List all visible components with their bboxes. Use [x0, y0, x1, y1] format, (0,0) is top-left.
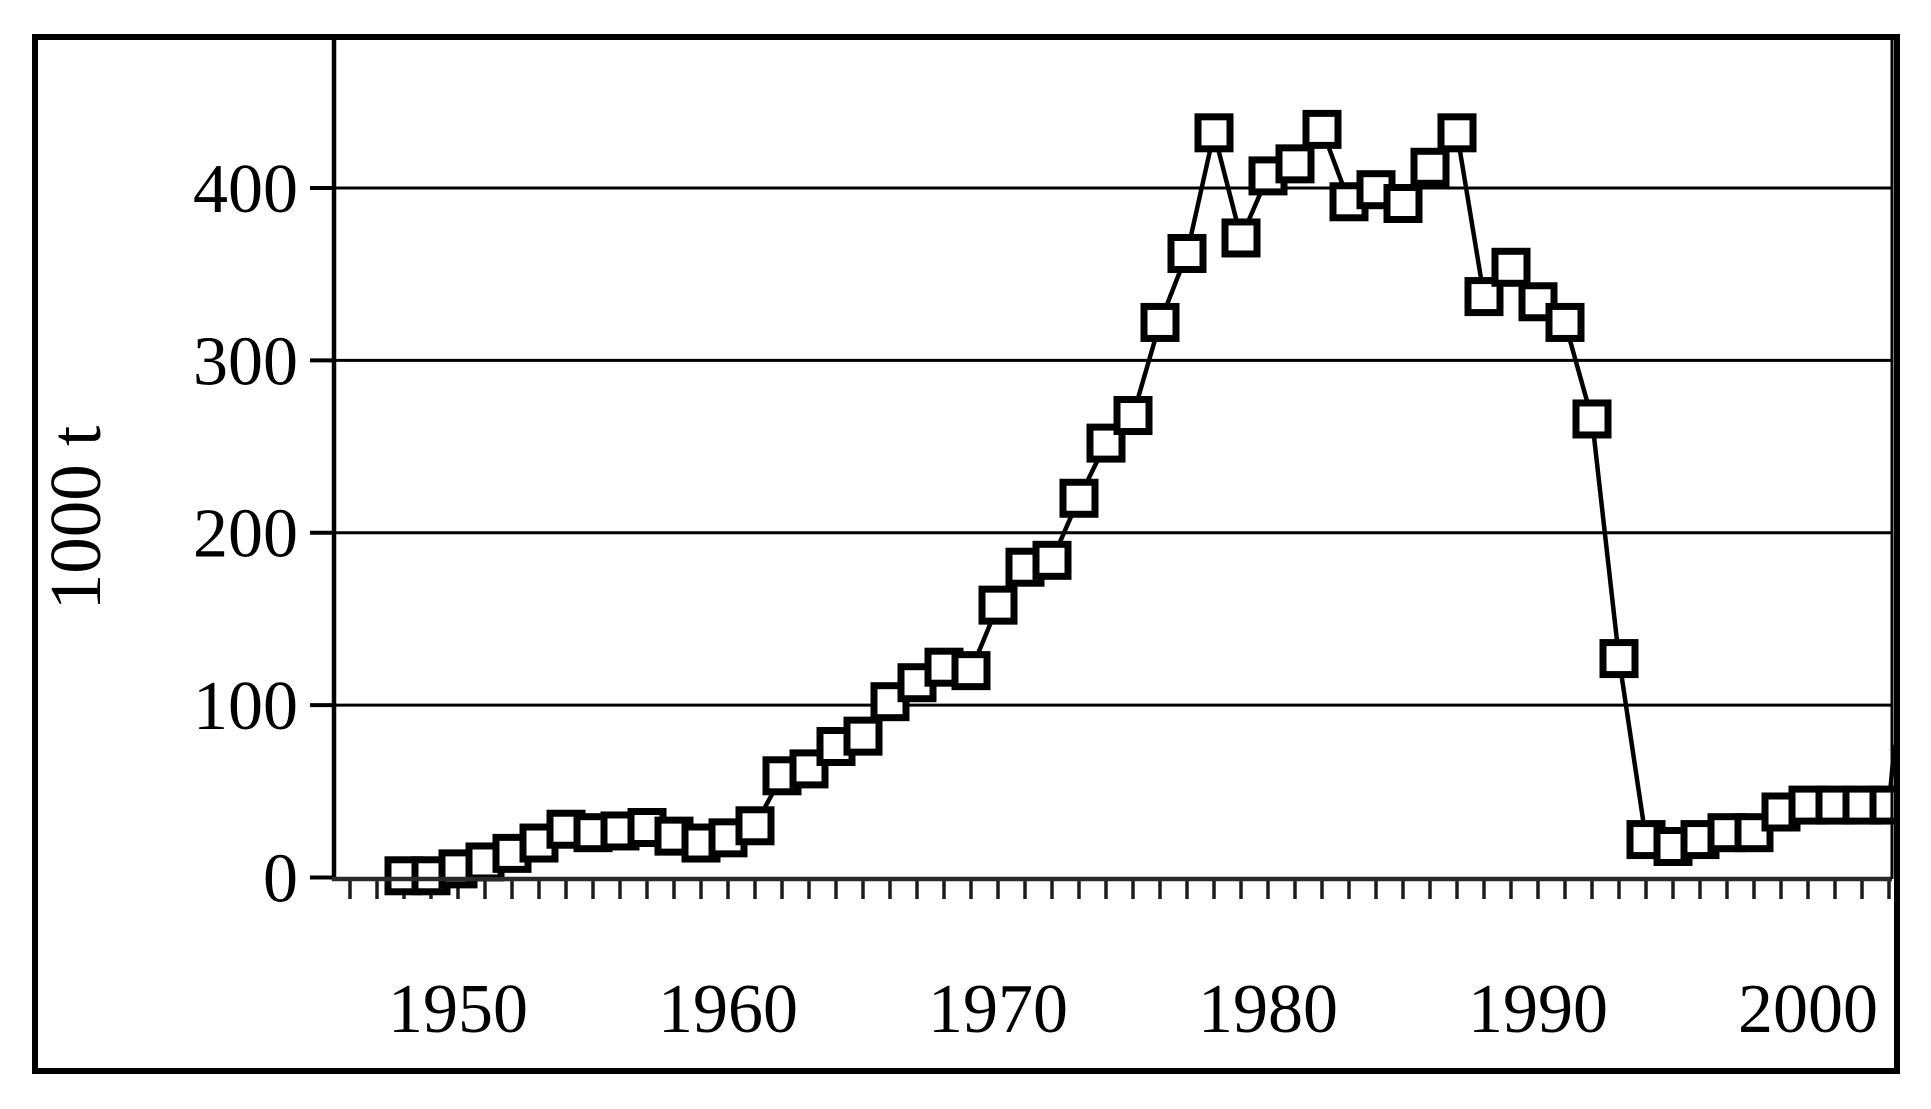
y-axis-title: 1000 t: [35, 426, 116, 611]
data-point-marker-1978: [1194, 113, 1234, 153]
x-tick-label: 1980: [1198, 971, 1338, 1048]
data-point-marker-1985: [1383, 183, 1423, 223]
data-point-marker-1979: [1221, 218, 1261, 258]
data-point-marker-1981: [1275, 144, 1315, 184]
data-point-marker-1989: [1491, 247, 1531, 287]
outer-frame: [32, 34, 1900, 1074]
data-point-marker-2003: [1869, 785, 1894, 825]
data-series: [384, 109, 1894, 896]
data-point-marker-1976: [1140, 302, 1180, 342]
y-tick-label: 0: [263, 841, 298, 918]
x-tick-label: 1970: [928, 971, 1068, 1048]
data-point-marker-1977: [1167, 233, 1207, 273]
data-point-marker-1965: [843, 716, 883, 756]
data-polyline: [404, 124, 1894, 879]
y-tick-label: 300: [193, 323, 298, 400]
y-tick-label: 400: [193, 151, 298, 228]
data-point-marker-1987: [1437, 113, 1477, 153]
x-tick-label: 1950: [388, 971, 528, 1048]
data-point-marker-1986: [1410, 147, 1450, 187]
data-point-marker-1961: [735, 806, 775, 846]
data-point-marker-1973: [1059, 478, 1099, 518]
data-point-marker-1982: [1302, 109, 1342, 149]
data-point-marker-1969: [951, 651, 991, 691]
data-point-marker-1972: [1032, 540, 1072, 580]
data-point-marker-1975: [1113, 396, 1153, 436]
data-point-marker-1992: [1572, 399, 1612, 439]
x-tick-label: 1990: [1468, 971, 1608, 1048]
data-point-marker-1993: [1599, 639, 1639, 679]
x-tick-label: 2000: [1738, 971, 1878, 1048]
data-point-marker-1991: [1545, 302, 1585, 342]
data-point-marker-1970: [978, 585, 1018, 625]
y-tick-label: 200: [193, 496, 298, 573]
x-tick-label: 1960: [658, 971, 798, 1048]
y-tick-label: 100: [193, 668, 298, 745]
